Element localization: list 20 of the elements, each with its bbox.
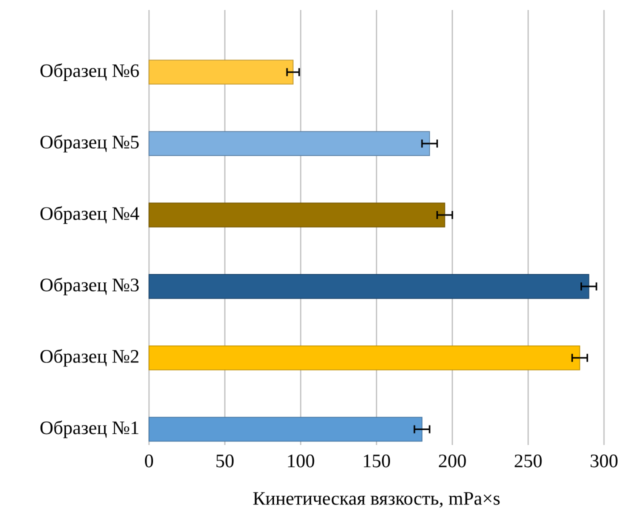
y-tick-label: Образец №3 (40, 278, 139, 296)
x-axis-title: Кинетическая вязкость, mPa×s (253, 492, 500, 508)
x-tick-label: 0 (144, 454, 154, 468)
bar (148, 345, 580, 370)
x-tick-label: 150 (364, 454, 390, 468)
bar (148, 416, 422, 442)
y-tick-label: Образец №4 (40, 206, 140, 224)
y-tick-label: Образец №2 (40, 349, 138, 367)
bar (148, 274, 590, 299)
bar (148, 202, 446, 228)
x-tick-label: 100 (288, 454, 314, 468)
bar (148, 131, 430, 156)
x-tick-label: 50 (216, 454, 234, 468)
y-tick-label: Образец №6 (40, 63, 139, 81)
bar (148, 60, 294, 85)
x-tick-label: 300 (590, 454, 618, 468)
y-tick-label: Образец №1 (40, 420, 138, 438)
y-tick-label: Образец №5 (40, 134, 139, 152)
x-tick-label: 250 (514, 454, 542, 468)
x-tick-label: 200 (438, 454, 466, 468)
